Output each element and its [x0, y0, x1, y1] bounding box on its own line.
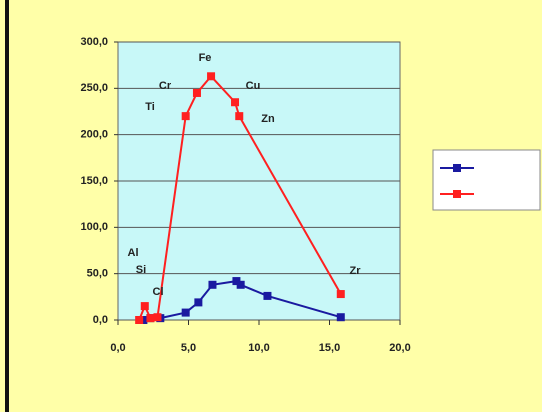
point: [192, 88, 201, 97]
point: [181, 112, 190, 121]
point: [135, 316, 144, 324]
x-tick-label: 0,0: [110, 342, 125, 354]
left-edge: [5, 0, 9, 412]
point: [181, 308, 190, 317]
annotation: Zn: [261, 113, 275, 125]
point: [263, 291, 272, 300]
y-tick-label: 200,0: [80, 129, 108, 141]
annotation: Cu: [246, 80, 261, 92]
y-tick-label: 150,0: [80, 175, 108, 187]
y-tick-label: 100,0: [80, 221, 108, 233]
series-line: [138, 74, 342, 321]
point: [207, 72, 216, 81]
annotation: Cl: [153, 286, 164, 298]
annotation: Fe: [199, 52, 212, 64]
annotation: Zr: [350, 265, 362, 277]
y-tick-label: 50,0: [87, 268, 108, 280]
x-tick-label: 15,0: [319, 342, 340, 354]
legend: [432, 149, 541, 211]
annotation: Si: [136, 264, 146, 276]
point: [231, 98, 240, 107]
x-tick-label: 10,0: [248, 342, 269, 354]
point: [208, 280, 217, 289]
point: [236, 280, 245, 289]
point: [336, 290, 345, 299]
point: [232, 277, 241, 286]
y-tick-label: 300,0: [80, 36, 108, 48]
annotation: Cr: [159, 80, 172, 92]
y-tick-label: 250,0: [80, 82, 108, 94]
point: [336, 313, 345, 322]
point: [140, 302, 149, 311]
legend-marker: [453, 190, 461, 198]
point: [153, 313, 162, 322]
point: [139, 316, 148, 324]
annotation: Al: [128, 247, 139, 259]
point: [194, 298, 203, 307]
x-tick-label: 20,0: [389, 342, 410, 354]
point: [235, 112, 244, 121]
y-tick-label: 0,0: [93, 314, 108, 326]
annotation: Ti: [145, 101, 155, 113]
legend-marker: [453, 164, 461, 172]
x-tick-label: 5,0: [181, 342, 196, 354]
point: [146, 314, 155, 323]
